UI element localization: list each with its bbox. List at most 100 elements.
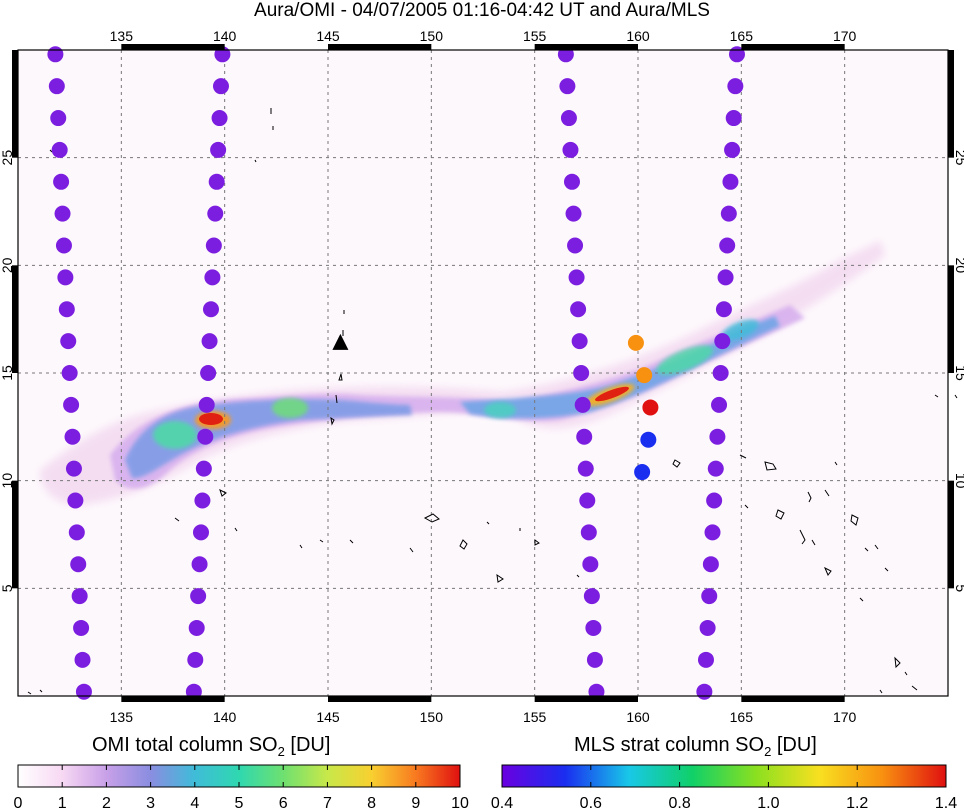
mls-track-point — [188, 619, 205, 636]
lon-tick-label-top: 160 — [626, 28, 650, 44]
mls-track-point — [191, 556, 208, 573]
mls-track-point — [205, 237, 222, 254]
mls-track-point — [725, 110, 742, 127]
mls-track-point — [717, 269, 734, 286]
mls-track-point — [68, 524, 85, 541]
mls-track-point — [720, 205, 737, 222]
mls-track-point — [204, 269, 221, 286]
mls-track-point — [190, 588, 207, 605]
mls-track-point — [202, 301, 219, 318]
lon-tick-label-top: 165 — [730, 28, 754, 44]
mls-track-point — [706, 492, 723, 509]
mls-track-point — [63, 396, 80, 413]
colorbar-tick-label: 1.4 — [935, 795, 957, 811]
mls-track-point — [53, 173, 70, 190]
lat-tick-label-right: 5 — [953, 584, 964, 592]
mls-track-point — [559, 78, 576, 95]
mls-track-point — [67, 492, 84, 509]
omi-so2-plume — [40, 240, 885, 505]
lat-tick-label-left: 25 — [0, 150, 15, 166]
lat-labels: 5 5 10 10 15 15 20 20 25 25 — [0, 150, 964, 593]
colorbar-tick-label: 3 — [146, 795, 155, 811]
omi-colorbar-title: OMI total column SO2 [DU] — [92, 734, 331, 759]
mls-track-point — [71, 588, 88, 605]
mls-track-point — [187, 651, 204, 668]
mls-track-point — [577, 460, 594, 477]
mls-track-point — [211, 110, 228, 127]
mls-track-point — [210, 141, 227, 158]
mls-track-point — [75, 683, 92, 700]
mls-track-point — [194, 492, 211, 509]
mls-track-point — [580, 524, 597, 541]
mls-track-point — [701, 588, 718, 605]
mls-track-point — [50, 110, 67, 127]
mls-track-point — [571, 333, 588, 350]
mls-track-point — [60, 333, 77, 350]
mls-track-point — [568, 269, 585, 286]
mls-colorbar-title: MLS strat column SO2 [DU] — [574, 734, 817, 759]
colorbar-tick-label: 0 — [14, 795, 23, 811]
mls-track-point — [719, 237, 736, 254]
mls-track-point — [574, 396, 591, 413]
colorbar-tick-label: 5 — [235, 795, 244, 811]
lon-tick-label-top: 145 — [316, 28, 340, 44]
mls-track-point — [54, 205, 71, 222]
lon-tick-label-bottom: 145 — [316, 709, 340, 725]
mls-track-point — [724, 141, 741, 158]
lon-tick-label-bottom: 150 — [420, 709, 444, 725]
mls-track-point — [585, 619, 602, 636]
mls-track-point — [709, 428, 726, 445]
colorbar-tick-label: 10 — [451, 795, 469, 811]
colorbar-tick-label: 8 — [367, 795, 376, 811]
mls-track-point — [707, 460, 724, 477]
mls-track-point — [722, 173, 739, 190]
lat-tick-label-right: 25 — [953, 150, 964, 166]
colorbar-tick-label: 4 — [190, 795, 199, 811]
lon-tick-label-top: 170 — [833, 28, 857, 44]
lon-tick-label-top: 155 — [523, 28, 547, 44]
mls-track-point — [48, 78, 65, 95]
lon-tick-label-bottom: 135 — [110, 709, 134, 725]
mls-track-point — [579, 492, 596, 509]
lon-tick-label-top: 150 — [420, 28, 444, 44]
mls-track-point — [697, 651, 714, 668]
mls-track-point — [195, 460, 212, 477]
mls-so2-point — [627, 334, 644, 351]
colorbar-tick-label: 2 — [102, 795, 111, 811]
mls-track-point — [192, 524, 209, 541]
lat-tick-label-left: 20 — [0, 257, 15, 273]
mls-track-point — [576, 428, 593, 445]
mls-track-point — [65, 460, 82, 477]
mls-track-point — [58, 301, 75, 318]
mls-track-point — [702, 556, 719, 573]
mls-track-point — [573, 365, 590, 381]
mls-track-point — [201, 333, 218, 350]
lat-tick-label-right: 15 — [953, 365, 964, 381]
lat-tick-label-right: 20 — [953, 258, 964, 274]
mls-track-point — [197, 428, 214, 445]
mls-so2-point — [640, 431, 657, 448]
lon-tick-label-top: 135 — [110, 28, 134, 44]
lon-labels: 135 135 140 140 145 145 150 150 155 155 160 160 165 1… — [110, 28, 857, 725]
mls-track-point — [583, 588, 600, 605]
mls-track-point — [567, 237, 584, 254]
lat-tick-label-left: 5 — [0, 584, 15, 592]
mls-track-point — [47, 46, 64, 63]
mls-track-point — [565, 205, 582, 222]
mls-track-point — [73, 619, 90, 636]
mls-so2-point — [636, 367, 653, 384]
coastlines — [27, 108, 958, 695]
colorbar-tick-label: 0.8 — [668, 795, 690, 811]
mls-track-point — [712, 365, 729, 381]
mls-track-point — [51, 141, 68, 158]
mls-so2-point — [634, 464, 651, 481]
lon-tick-label-bottom: 160 — [626, 709, 650, 725]
colorbar-tick-label: 7 — [323, 795, 332, 811]
mls-track-point — [570, 301, 587, 318]
mls-track-point — [563, 173, 580, 190]
lon-tick-label-bottom: 140 — [213, 709, 237, 725]
mls-track-point — [704, 524, 721, 541]
lat-tick-label-left: 15 — [0, 365, 15, 381]
mls-track-point — [55, 237, 72, 254]
